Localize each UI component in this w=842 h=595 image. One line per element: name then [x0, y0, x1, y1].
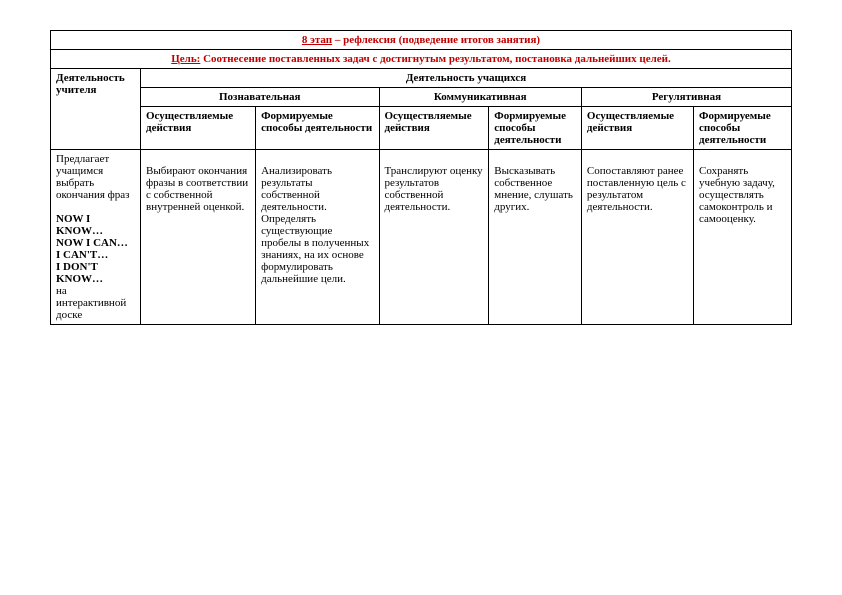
cognitive-header: Познавательная: [141, 88, 380, 107]
cognitive-actions-cell: Выбирают окончания фразы в соответствии …: [141, 150, 256, 325]
regulative-header: Регулятивная: [581, 88, 791, 107]
phrase-2: NOW I CAN…: [56, 237, 128, 249]
stage-title-cell: 8 этап – рефлексия (подведение итогов за…: [51, 31, 792, 50]
content-row: Предлагает учащимся выбрать окончания фр…: [51, 150, 792, 325]
cog-act-text: Выбирают окончания фразы в соответствии …: [146, 165, 248, 213]
teacher-header: Деятельность учителя: [51, 69, 141, 150]
teacher-activity-cell: Предлагает учащимся выбрать окончания фр…: [51, 150, 141, 325]
regulative-methods-cell: Сохранять учебную задачу, осуществлять с…: [694, 150, 792, 325]
communicative-header: Коммуникативная: [379, 88, 581, 107]
goal-cell: Цель: Соотнесение поставленных задач с д…: [51, 50, 792, 69]
reg-methods-header: Формируемые способы деятельности: [694, 107, 792, 150]
stage-desc: рефлексия (подведение итогов занятия): [343, 34, 540, 46]
cognitive-methods-cell: Анализировать результаты собственной дея…: [256, 150, 379, 325]
com-methods-header: Формируемые способы деятельности: [489, 107, 582, 150]
header-row-2: Познавательная Коммуникативная Регулятив…: [51, 88, 792, 107]
reg-meth-text: Сохранять учебную задачу, осуществлять с…: [699, 165, 775, 225]
reg-actions-header: Осуществляемые действия: [581, 107, 693, 150]
teacher-outro: на интерактивной доске: [56, 285, 126, 321]
stage-dash: –: [332, 34, 343, 46]
com-act-text: Транслируют оценку результатов собственн…: [385, 165, 483, 213]
regulative-actions-cell: Сопоставляют ранее поставленную цель с р…: [581, 150, 693, 325]
teacher-intro: Предлагает учащимся выбрать окончания фр…: [56, 153, 130, 201]
header-row-1: Деятельность учителя Деятельность учащих…: [51, 69, 792, 88]
header-row-3: Осуществляемые действия Формируемые спос…: [51, 107, 792, 150]
cog-methods-header: Формируемые способы деятельности: [256, 107, 379, 150]
com-meth-text: Высказывать собственное мнение, слушать …: [494, 165, 573, 213]
reg-act-text: Сопоставляют ранее поставленную цель с р…: [587, 165, 686, 213]
stage-label: 8 этап: [302, 34, 332, 46]
goal-label: Цель:: [171, 53, 200, 65]
goal-text: Соотнесение поставленных задач с достигн…: [200, 53, 670, 65]
phrase-3: I CAN'T…: [56, 249, 108, 261]
goal-row: Цель: Соотнесение поставленных задач с д…: [51, 50, 792, 69]
communicative-methods-cell: Высказывать собственное мнение, слушать …: [489, 150, 582, 325]
cog-actions-header: Осуществляемые действия: [141, 107, 256, 150]
students-header: Деятельность учащихся: [141, 69, 792, 88]
phrase-1: NOW I KNOW…: [56, 213, 103, 237]
page-container: 8 этап – рефлексия (подведение итогов за…: [0, 0, 842, 355]
cog-meth-text: Анализировать результаты собственной дея…: [261, 165, 369, 285]
communicative-actions-cell: Транслируют оценку результатов собственн…: [379, 150, 489, 325]
lesson-stage-table: 8 этап – рефлексия (подведение итогов за…: [50, 30, 792, 325]
phrase-4: I DON'T KNOW…: [56, 261, 103, 285]
com-actions-header: Осуществляемые действия: [379, 107, 489, 150]
stage-title-row: 8 этап – рефлексия (подведение итогов за…: [51, 31, 792, 50]
